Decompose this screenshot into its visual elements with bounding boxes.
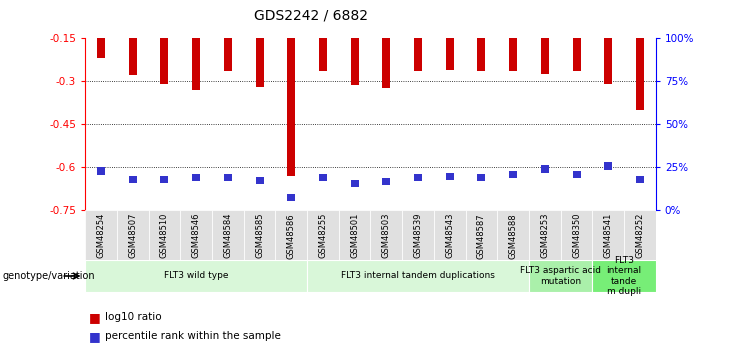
Bar	[276, 210, 307, 260]
Text: GSM48586: GSM48586	[287, 213, 296, 258]
Bar	[446, 173, 453, 180]
Text: GSM48546: GSM48546	[192, 213, 201, 258]
Bar	[350, 180, 359, 187]
Bar	[224, 38, 232, 71]
Text: FLT3 internal tandem duplications: FLT3 internal tandem duplications	[341, 272, 495, 280]
Bar	[529, 210, 561, 260]
Text: FLT3 aspartic acid
mutation: FLT3 aspartic acid mutation	[520, 266, 601, 286]
Bar	[509, 38, 517, 71]
Bar	[129, 176, 137, 183]
Bar	[319, 174, 327, 181]
Text: FLT3 wild type: FLT3 wild type	[164, 272, 228, 280]
Bar	[117, 210, 149, 260]
Bar	[604, 162, 612, 170]
Bar	[370, 210, 402, 260]
Text: GSM48252: GSM48252	[636, 213, 645, 258]
Bar	[149, 210, 180, 260]
Bar	[192, 38, 200, 90]
Bar	[541, 165, 549, 172]
Bar	[161, 38, 168, 84]
Text: GSM48510: GSM48510	[160, 213, 169, 258]
Bar	[636, 176, 644, 183]
Text: GSM48585: GSM48585	[255, 213, 264, 258]
Text: GSM48503: GSM48503	[382, 213, 391, 258]
Bar	[161, 176, 168, 183]
Bar	[592, 260, 656, 292]
Text: GSM48543: GSM48543	[445, 213, 454, 258]
Bar	[256, 177, 264, 184]
Text: GSM48350: GSM48350	[572, 213, 581, 258]
Bar	[350, 38, 359, 85]
Bar	[477, 174, 485, 181]
Bar	[402, 210, 434, 260]
Bar	[288, 38, 295, 176]
Text: genotype/variation: genotype/variation	[2, 271, 95, 281]
Text: GDS2242 / 6882: GDS2242 / 6882	[254, 9, 368, 23]
Text: percentile rank within the sample: percentile rank within the sample	[105, 332, 281, 341]
Text: ■: ■	[89, 311, 101, 324]
Text: FLT3
internal
tande
m dupli: FLT3 internal tande m dupli	[607, 256, 642, 296]
Text: GSM48588: GSM48588	[508, 213, 518, 258]
Bar	[307, 210, 339, 260]
Bar	[85, 260, 307, 292]
Bar	[85, 210, 117, 260]
Bar	[477, 38, 485, 71]
Bar	[382, 178, 391, 185]
Bar	[224, 174, 232, 181]
Text: GSM48541: GSM48541	[604, 213, 613, 258]
Bar	[192, 174, 200, 181]
Text: GSM48255: GSM48255	[319, 213, 328, 258]
Bar	[497, 210, 529, 260]
Text: log10 ratio: log10 ratio	[105, 313, 162, 322]
Bar	[414, 38, 422, 71]
Bar	[636, 38, 644, 110]
Bar	[129, 38, 137, 75]
Bar	[414, 174, 422, 181]
Text: GSM48501: GSM48501	[350, 213, 359, 258]
Bar	[339, 210, 370, 260]
Bar	[529, 260, 592, 292]
Text: GSM48253: GSM48253	[540, 213, 549, 258]
Text: GSM48539: GSM48539	[413, 213, 422, 258]
Bar	[509, 171, 517, 178]
Bar	[244, 210, 276, 260]
Bar	[212, 210, 244, 260]
Bar	[561, 210, 592, 260]
Bar	[97, 38, 105, 58]
Bar	[288, 194, 295, 201]
Bar	[307, 260, 529, 292]
Bar	[573, 171, 580, 178]
Bar	[592, 210, 624, 260]
Bar	[624, 210, 656, 260]
Bar	[434, 210, 465, 260]
Text: GSM48584: GSM48584	[223, 213, 233, 258]
Text: ■: ■	[89, 330, 101, 343]
Bar	[446, 38, 453, 70]
Bar	[382, 38, 391, 88]
Bar	[319, 38, 327, 71]
Text: GSM48587: GSM48587	[477, 213, 486, 258]
Bar	[573, 38, 580, 71]
Bar	[604, 38, 612, 84]
Text: GSM48254: GSM48254	[96, 213, 105, 258]
Bar	[256, 38, 264, 87]
Text: GSM48507: GSM48507	[128, 213, 137, 258]
Bar	[97, 167, 105, 175]
Bar	[541, 38, 549, 74]
Bar	[180, 210, 212, 260]
Bar	[465, 210, 497, 260]
